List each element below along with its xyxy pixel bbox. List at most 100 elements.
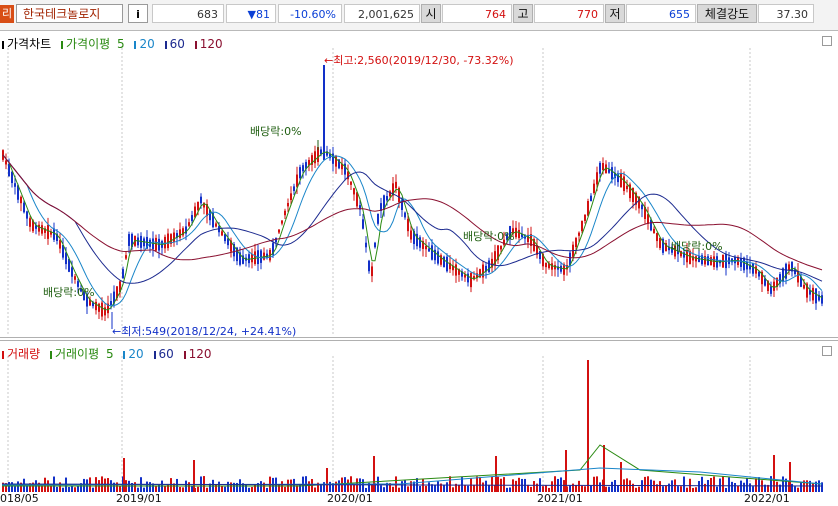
volume-bar [131, 482, 133, 492]
current-price: 683 [152, 4, 224, 23]
candle-body [266, 253, 268, 258]
volume-bar [779, 484, 781, 492]
volume-bar [461, 477, 463, 492]
volume-spike [495, 456, 497, 492]
volume-bar [527, 484, 529, 492]
candle-body [764, 278, 766, 286]
volume-bar [821, 482, 823, 492]
panel-maximize-button[interactable] [822, 36, 832, 46]
volume-bar [218, 481, 220, 492]
candle-body [662, 238, 664, 253]
volume-bar [260, 481, 262, 492]
ma120-legend: 120 [194, 37, 226, 51]
stock-name-field[interactable]: 한국테크놀로지 [16, 4, 123, 23]
volume-bar [767, 484, 769, 492]
candle-body [188, 222, 190, 226]
volume-panel-maximize-button[interactable] [822, 346, 832, 356]
volume-bar [617, 485, 619, 492]
volume-bar [737, 485, 739, 492]
candle-body [470, 272, 472, 288]
candle-body [95, 301, 97, 311]
volume-bar [749, 483, 751, 492]
candle-body [527, 234, 529, 243]
candle-body [437, 251, 439, 264]
info-button[interactable]: i [128, 4, 148, 23]
volume-chart-panel[interactable]: 거래량 거래이평 5 20 60 120 [0, 340, 838, 493]
candle-body [278, 229, 280, 233]
volume-bar [368, 482, 370, 492]
candle-body [581, 220, 583, 232]
volume-bar [701, 476, 703, 492]
candle-body [215, 223, 217, 227]
volume-bar [293, 478, 295, 492]
volume-bar [410, 481, 412, 492]
volume-bar [407, 486, 409, 492]
price-chart-panel[interactable]: 가격차트 가격이평 5 20 60 120 [0, 31, 838, 338]
volume-bar [431, 484, 433, 492]
candle-body [800, 276, 802, 287]
candle-body [185, 226, 187, 234]
volume-bar [635, 487, 637, 492]
candle-body [365, 242, 367, 248]
volume-bar [653, 480, 655, 492]
volume-bar [704, 483, 706, 492]
volume-bar [428, 482, 430, 492]
volume-bar [242, 483, 244, 492]
volume-bar [158, 484, 160, 492]
candle-body [593, 183, 595, 193]
candle-body [419, 237, 421, 248]
x-axis: 018/05 2019/01 2020/01 2021/01 2022/01 [0, 492, 838, 506]
candle-body [356, 192, 358, 207]
candle-body [116, 286, 118, 299]
volume-bar [281, 481, 283, 492]
volume-bar [29, 483, 31, 492]
candle-body [236, 247, 238, 262]
candle-body [122, 269, 124, 279]
candle-body [641, 204, 643, 210]
volume-bar [83, 478, 85, 492]
volume-bar [188, 482, 190, 492]
volume-bar [716, 486, 718, 492]
candle-body [125, 255, 127, 259]
x-tick-label: 2020/01 [327, 492, 373, 505]
vol-ma120-legend: 120 [183, 347, 215, 361]
candle-body [476, 273, 478, 278]
candle-body [317, 147, 319, 162]
candle-body [515, 227, 517, 238]
volume-bar [578, 480, 580, 492]
candle-body [656, 232, 658, 242]
volume-bar [74, 487, 76, 492]
candle-body [227, 238, 229, 246]
candle-body [29, 218, 31, 227]
volume-bar [476, 476, 478, 492]
candle-body [599, 162, 601, 174]
volume-bar [491, 476, 493, 492]
volume-bar [680, 486, 682, 492]
candle-body [203, 202, 205, 208]
volume-bar [659, 481, 661, 492]
volume-bar [296, 485, 298, 492]
volume-value: 2,001,625 [344, 4, 420, 23]
candle-body [539, 250, 541, 260]
volume-bar [638, 486, 640, 492]
candle-body [806, 283, 808, 298]
dividend-annotation-3: 배당락:0% [463, 230, 515, 243]
volume-bar [263, 482, 265, 492]
candle-body [776, 278, 778, 287]
candle-body [758, 271, 760, 277]
volume-bar [746, 478, 748, 492]
candle-body [395, 181, 397, 189]
volume-bar [371, 483, 373, 492]
candle-body [332, 153, 334, 164]
volume-bar [14, 486, 16, 492]
volume-bar [452, 487, 454, 492]
candle-body [197, 201, 199, 211]
volume-bar [665, 485, 667, 492]
volume-bar [227, 481, 229, 492]
candle-body [251, 254, 253, 263]
volume-bar [791, 483, 793, 492]
candle-body [326, 151, 328, 156]
candle-body [473, 276, 475, 280]
volume-bar [398, 487, 400, 492]
candle-body [746, 261, 748, 270]
